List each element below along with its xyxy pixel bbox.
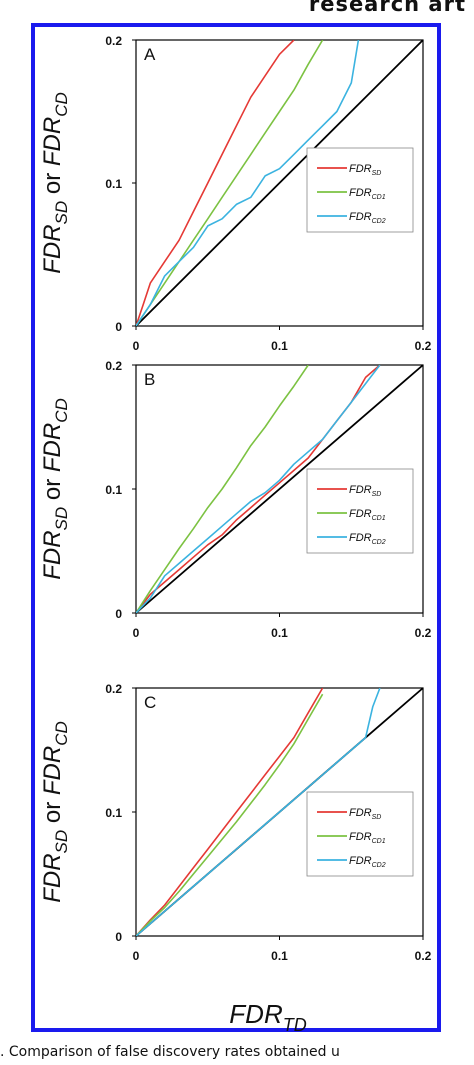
x-tick-label: 0.2 — [415, 626, 432, 640]
series-line-cd2 — [136, 40, 360, 326]
journal-header: research art — [308, 0, 466, 16]
x-tick-label: 0.2 — [415, 339, 432, 353]
legend-label-cd1: FDRCD1 — [349, 187, 386, 201]
legend-label-cd1: FDRCD1 — [349, 831, 386, 845]
legend-label-sd: FDRSD — [349, 484, 381, 498]
panel-label: B — [144, 370, 155, 389]
y-tick-label: 0.2 — [105, 682, 122, 696]
x-axis-label: FDRTD — [229, 999, 306, 1035]
panel-c: 0 0.1 0.2 0 0.1 0.2 C FDRSD or FDRCD FDRSD FDRCD1… — [39, 682, 432, 963]
series-line-cd1 — [136, 693, 324, 936]
legend: FDRSD FDRCD1 FDRCD2 — [306, 468, 414, 554]
panel-b: 0 0.1 0.2 0 0.1 0.2 B FDRSD or FDRCD FDRSD FDRCD1… — [39, 359, 432, 640]
legend-label-cd2: FDRCD2 — [349, 532, 386, 546]
y-tick-label: 0 — [115, 607, 122, 621]
x-tick-label: 0.1 — [271, 626, 288, 640]
x-tick-label: 0 — [133, 339, 140, 353]
legend-box — [306, 147, 414, 233]
panel-label: C — [144, 693, 156, 712]
y-tick-label: 0.1 — [105, 806, 122, 820]
x-tick-label: 0 — [133, 626, 140, 640]
y-tick-label: 0.2 — [105, 359, 122, 373]
y-axis-label: FDRSD or FDRCD — [39, 92, 71, 274]
y-tick-label: 0 — [115, 930, 122, 944]
series-line-cd2 — [136, 365, 381, 613]
legend-label-sd: FDRSD — [349, 807, 381, 821]
series-line-sd — [136, 40, 295, 326]
y-tick-label: 0.1 — [105, 483, 122, 497]
figure-caption: . Comparison of false discovery rates ob… — [0, 1044, 340, 1060]
legend-box — [306, 791, 414, 877]
x-tick-label: 0.1 — [271, 339, 288, 353]
series-line-cd1 — [136, 365, 309, 613]
panel-a: 0 0.1 0.2 0 0.1 0.2 A FDRSD or FDRCD FDRSD FDRCD1… — [39, 34, 432, 353]
legend-label-cd1: FDRCD1 — [349, 508, 386, 522]
series-line-cd2 — [136, 688, 381, 936]
legend: FDRSD FDRCD1 FDRCD2 — [306, 791, 414, 877]
diagonal-line — [135, 364, 424, 614]
series-line-sd — [136, 688, 324, 936]
x-tick-label: 0.1 — [271, 949, 288, 963]
x-tick-label: 0 — [133, 949, 140, 963]
series-line-cd1 — [136, 40, 324, 326]
legend-label-cd2: FDRCD2 — [349, 211, 386, 225]
legend-box — [306, 468, 414, 554]
legend: FDRSD FDRCD1 FDRCD2 — [306, 147, 414, 233]
legend-label-sd: FDRSD — [349, 163, 381, 177]
y-axis-label: FDRSD or FDRCD — [39, 721, 71, 903]
x-tick-label: 0.2 — [415, 949, 432, 963]
legend-label-cd2: FDRCD2 — [349, 855, 386, 869]
y-tick-label: 0 — [115, 320, 122, 334]
panel-label: A — [144, 45, 156, 64]
y-axis-label: FDRSD or FDRCD — [39, 398, 71, 580]
y-tick-label: 0.1 — [105, 177, 122, 191]
diagonal-line — [135, 39, 424, 327]
y-tick-label: 0.2 — [105, 34, 122, 48]
